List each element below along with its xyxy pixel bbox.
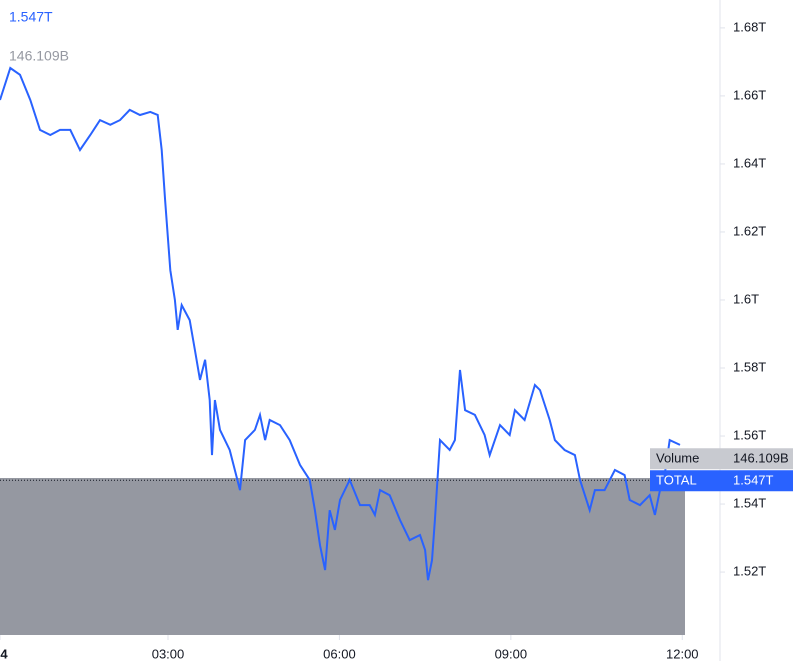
y-tick-label: 1.58T (733, 359, 766, 374)
badge-name: TOTAL (656, 473, 697, 488)
badge-value: 146.109B (733, 451, 789, 466)
badge-name: Volume (656, 451, 699, 466)
y-tick-label: 1.52T (733, 564, 766, 579)
y-tick-label: 1.66T (733, 87, 766, 102)
y-tick-label: 1.64T (733, 155, 766, 170)
x-tick-label: 03:00 (152, 646, 185, 661)
badge-bg (650, 448, 793, 470)
price-line-series (0, 66, 681, 581)
y-tick-label: 1.6T (733, 291, 759, 306)
legend-volume: 146.109B (9, 48, 69, 64)
badge-bg (650, 470, 793, 492)
volume-area (0, 478, 685, 635)
y-tick-label: 1.62T (733, 223, 766, 238)
y-tick-label: 1.56T (733, 427, 766, 442)
x-tick-label: 4 (0, 646, 8, 661)
x-tick-label: 06:00 (323, 646, 356, 661)
badge-value: 1.547T (733, 473, 774, 488)
x-tick-label: 12:00 (666, 646, 699, 661)
legend-value: 1.547T (9, 9, 53, 25)
y-tick-label: 1.68T (733, 19, 766, 34)
x-tick-label: 09:00 (495, 646, 528, 661)
y-tick-label: 1.54T (733, 495, 766, 510)
